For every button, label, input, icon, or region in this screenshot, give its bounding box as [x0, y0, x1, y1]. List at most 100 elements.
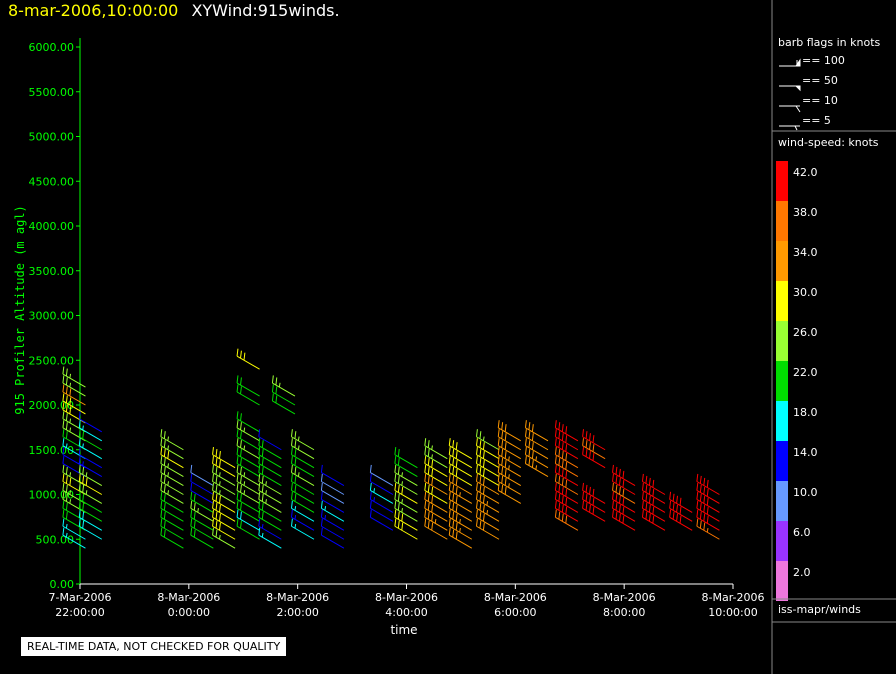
color-legend-label: 30.0 [793, 286, 818, 299]
wind-barb [320, 464, 345, 486]
wind-barb [320, 473, 345, 495]
wind-barb [190, 527, 214, 549]
wind-barb [160, 491, 184, 513]
color-legend-swatch [776, 161, 788, 201]
wind-barb [78, 491, 103, 513]
barb-legend-label: == 50 [802, 74, 838, 87]
wind-barb [290, 509, 315, 531]
wind-barb [497, 482, 522, 504]
wind-barb [524, 447, 549, 469]
wind-barb [160, 527, 184, 549]
wind-barb [554, 455, 579, 478]
wind-barb [448, 473, 473, 495]
wind-barb [612, 482, 636, 504]
wind-barb [369, 464, 394, 486]
wind-barb [497, 429, 522, 451]
wind-barb [320, 518, 345, 540]
wind-barb [394, 464, 418, 486]
wind-barb [554, 447, 579, 469]
wind-barb [554, 509, 579, 531]
wind-barb [236, 438, 260, 460]
wind-barb [160, 455, 184, 478]
y-tick-label: 0.00 [50, 578, 75, 591]
wind-barb [369, 482, 394, 504]
color-legend-swatch [776, 241, 788, 281]
wind-barb [190, 464, 214, 486]
barb-legend-item [779, 125, 800, 131]
wind-barb [290, 464, 315, 486]
wind-barb [524, 429, 549, 451]
wind-barb [236, 375, 260, 397]
wind-barb [258, 518, 282, 540]
wind-barb [394, 473, 418, 495]
wind-barb [62, 518, 86, 540]
wind-barb [669, 509, 693, 531]
x-tick-date: 8-Mar-2006 [593, 591, 656, 604]
wind-barb [78, 411, 103, 433]
color-legend-label: 2.0 [793, 566, 811, 579]
color-legend-swatch [776, 521, 788, 561]
wind-barb [258, 500, 282, 522]
color-legend-swatch [776, 561, 788, 601]
wind-barb [78, 482, 103, 504]
wind-barb [696, 491, 720, 513]
wind-barb [160, 447, 184, 469]
wind-barb [497, 420, 522, 442]
wind-barb [669, 491, 693, 513]
wind-barb [236, 420, 260, 442]
wind-barb [554, 438, 579, 460]
wind-barb [641, 509, 666, 531]
wind-barb [424, 500, 448, 522]
wind-barb [424, 491, 448, 513]
wind-barb [612, 464, 636, 486]
color-legend-swatch [776, 401, 788, 441]
x-tick-date: 8-Mar-2006 [157, 591, 220, 604]
wind-barb [424, 518, 448, 540]
wind-barb [258, 438, 282, 460]
wind-barb [78, 464, 103, 486]
wind-barb [78, 447, 103, 469]
wind-barb [290, 447, 315, 469]
wind-barb [424, 447, 448, 469]
wind-barb [190, 473, 214, 495]
wind-barb [641, 473, 666, 495]
wind-barb [212, 473, 236, 495]
wind-barb [62, 527, 86, 549]
x-axis-label: time [390, 623, 417, 637]
color-legend-swatch [776, 321, 788, 361]
wind-barb [424, 464, 448, 486]
wind-barb [424, 455, 448, 478]
title-product: XYWind:915winds. [191, 1, 340, 20]
wind-barb [524, 455, 549, 478]
wind-barb [696, 509, 720, 531]
wind-barb [475, 429, 500, 451]
wind-barb [448, 482, 473, 504]
wind-barb [78, 500, 103, 522]
wind-barb [212, 447, 236, 469]
wind-barb [696, 518, 720, 540]
color-legend-label: 42.0 [793, 166, 818, 179]
wind-barb [271, 375, 296, 397]
y-tick-label: 4500.00 [29, 175, 75, 188]
wind-barb [212, 518, 236, 540]
wind-barb [258, 464, 282, 486]
wind-barb [160, 464, 184, 486]
wind-barb [669, 500, 693, 522]
wind-barb [394, 509, 418, 531]
barb-legend-title: barb flags in knots [778, 36, 881, 49]
y-tick-label: 6000.00 [29, 41, 75, 54]
wind-barb [394, 447, 418, 469]
wind-barb [612, 500, 636, 522]
wind-barb [320, 482, 345, 504]
wind-barb [290, 491, 315, 513]
x-tick-date: 8-Mar-2006 [375, 591, 438, 604]
wind-barb [236, 500, 260, 522]
wind-barb [497, 473, 522, 495]
wind-barb [212, 482, 236, 504]
wind-barb [394, 518, 418, 540]
wind-barb [554, 420, 579, 442]
wind-barb [320, 491, 345, 513]
wind-barb [554, 491, 579, 513]
wind-barb [190, 482, 214, 504]
wind-barb [236, 455, 260, 478]
